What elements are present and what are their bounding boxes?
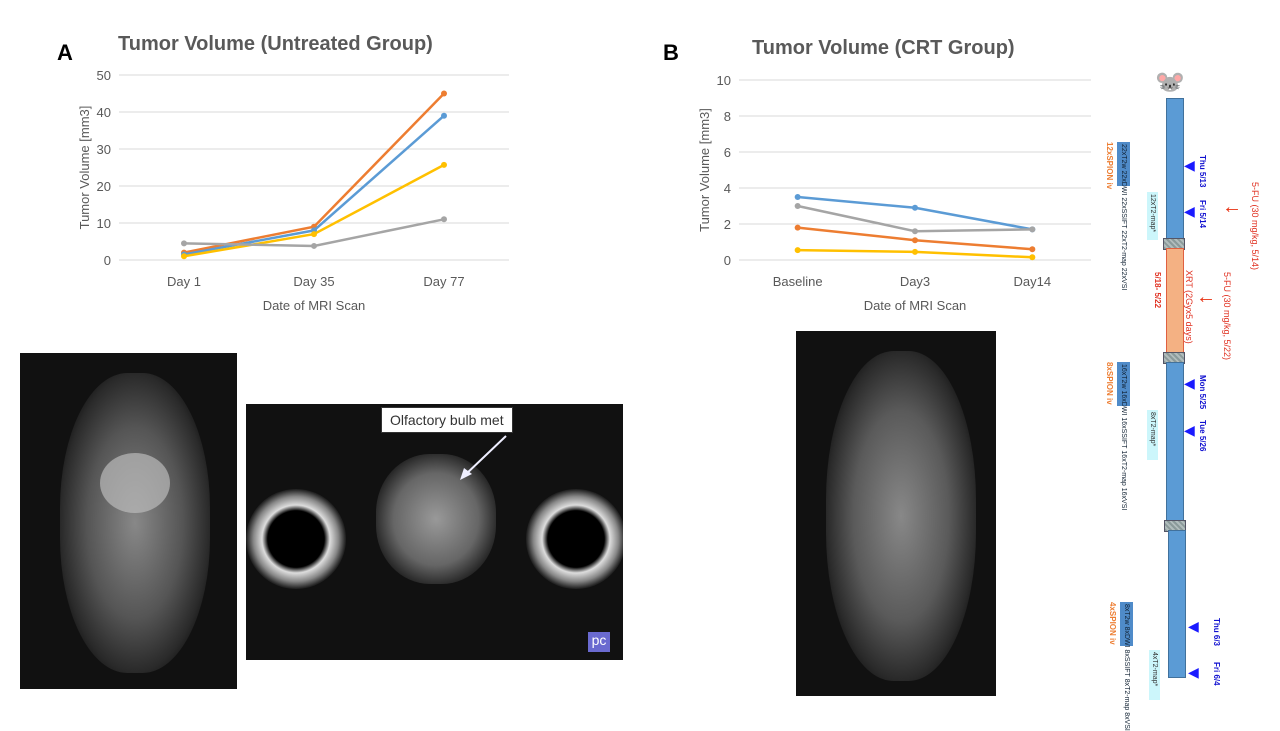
spion-label: 12xSPION iv xyxy=(1105,142,1114,190)
data-point-yellow xyxy=(912,248,918,255)
x-tick-label: Day14 xyxy=(1014,274,1052,289)
y-tick-label: 50 xyxy=(97,68,111,83)
y-tick-label: 30 xyxy=(97,142,111,157)
y-tick-label: 4 xyxy=(724,181,731,196)
date-label: Thu 6/3 xyxy=(1212,618,1221,647)
x-tick-label: Baseline xyxy=(773,274,823,289)
t2map-box: 8xT2-map* xyxy=(1147,410,1158,460)
x-tick-label: Day 1 xyxy=(167,274,201,289)
t2map-box: 12xT2-map* xyxy=(1147,192,1158,240)
y-tick-label: 10 xyxy=(97,216,111,231)
data-point-orange xyxy=(794,224,801,231)
arrow-left-icon: ◀ xyxy=(1184,157,1195,173)
date-label: Tue 5/26 xyxy=(1198,420,1207,452)
arrow-left-icon: ◀ xyxy=(1188,664,1199,680)
data-point-blue xyxy=(912,204,918,211)
data-point-yellow xyxy=(441,161,447,168)
x-tick-label: Day 35 xyxy=(293,274,334,289)
arrow-left-icon: ◀ xyxy=(1188,618,1199,634)
arrow-left-icon: ◀ xyxy=(1184,375,1195,391)
data-point-orange xyxy=(441,90,447,97)
date-label: Fri 5/14 xyxy=(1198,200,1207,229)
x-tick-label: Day3 xyxy=(900,274,930,289)
data-point-blue xyxy=(441,112,447,119)
annotation-arrow xyxy=(460,435,507,480)
spion-label: 8xSPION iv xyxy=(1105,362,1114,405)
y-tick-label: 40 xyxy=(97,105,111,120)
y-axis-label: Tumor Volume [mm3] xyxy=(697,108,712,232)
mri-sagittal-crt xyxy=(796,331,996,696)
x-tick-label: Day 77 xyxy=(423,274,464,289)
data-point-yellow xyxy=(794,247,801,254)
data-point-gray xyxy=(1029,226,1036,233)
mri-axial-olfactory: Olfactory bulb met pc xyxy=(246,404,623,660)
data-point-yellow xyxy=(1029,254,1036,261)
mouse-icon: 🐭 xyxy=(1155,69,1185,96)
watermark-logo: pc xyxy=(588,632,610,652)
chart-b: 0 2 4 6 8 10 Baseline Day3 Day14 Date of MRI Scan… xyxy=(697,73,1091,313)
chart-a-title: Tumor Volume (Untreated Group) xyxy=(118,33,433,55)
arrow-left-icon: ← xyxy=(1196,286,1216,308)
data-point-gray xyxy=(912,228,918,235)
x-axis-label: Date of MRI Scan xyxy=(864,298,967,313)
arrow-left-icon: ◀ xyxy=(1184,203,1195,219)
data-point-blue xyxy=(794,194,801,200)
5fu-label-1: 5-FU (30 mg/kg, 5/14) xyxy=(1250,182,1260,271)
y-tick-label: 0 xyxy=(104,253,111,268)
y-tick-label: 20 xyxy=(97,179,111,194)
data-point-gray xyxy=(311,242,317,249)
series-line-yellow xyxy=(183,163,445,258)
data-point-yellow xyxy=(181,253,187,260)
scan-box: 16xT2w 16xDWI 16xSSIFT 16xT2-map 16xVSI xyxy=(1117,362,1130,510)
panel-label-b: B xyxy=(663,40,679,65)
arrow-left-icon: ← xyxy=(1222,196,1242,218)
mri-sagittal-untreated xyxy=(20,353,237,689)
5fu-label-2: 5-FU (30 mg/kg, 5/22) xyxy=(1222,272,1232,361)
scan-box: 22xT2w 22xDWI 22xSSIFT 22xT2-map 22xVSI xyxy=(1117,142,1130,290)
t2map-box: 4xT2-map* xyxy=(1149,650,1160,700)
x-axis-label: Date of MRI Scan xyxy=(263,298,366,313)
date-label: Thu 5/13 xyxy=(1198,155,1207,188)
chart-a: 0 10 20 30 40 50 Day 1 Day 35 Day 77 Date of MRI … xyxy=(77,68,509,313)
y-tick-label: 10 xyxy=(717,73,731,88)
xrt-dates: 5/18- 5/22 xyxy=(1153,272,1162,309)
data-point-gray xyxy=(181,240,187,247)
panel-label-a: A xyxy=(57,40,73,65)
data-point-gray xyxy=(441,216,447,223)
annotation-label: Olfactory bulb met xyxy=(381,407,513,433)
xrt-label: XRT (2Gyx5 days) xyxy=(1184,270,1194,344)
date-label: Fri 6/4 xyxy=(1212,662,1221,686)
date-label: Mon 5/25 xyxy=(1198,375,1207,410)
y-tick-label: 6 xyxy=(724,145,731,160)
spion-label: 4xSPION iv xyxy=(1108,602,1117,645)
y-tick-label: 8 xyxy=(724,109,731,124)
data-point-gray xyxy=(794,203,801,209)
data-point-orange xyxy=(912,237,918,244)
scan-box: 8xT2w 8xDWI 8xSSIFT 8xT2-map 8xVSI xyxy=(1120,602,1133,731)
y-tick-label: 0 xyxy=(724,253,731,268)
chart-b-title: Tumor Volume (CRT Group) xyxy=(752,37,1015,59)
xrt-segment xyxy=(1166,248,1184,354)
y-tick-label: 2 xyxy=(724,217,731,232)
data-point-orange xyxy=(1029,246,1036,253)
arrow-left-icon: ◀ xyxy=(1184,422,1195,438)
data-point-yellow xyxy=(311,231,317,238)
y-axis-label: Tumor Volume [mm3] xyxy=(77,106,92,230)
